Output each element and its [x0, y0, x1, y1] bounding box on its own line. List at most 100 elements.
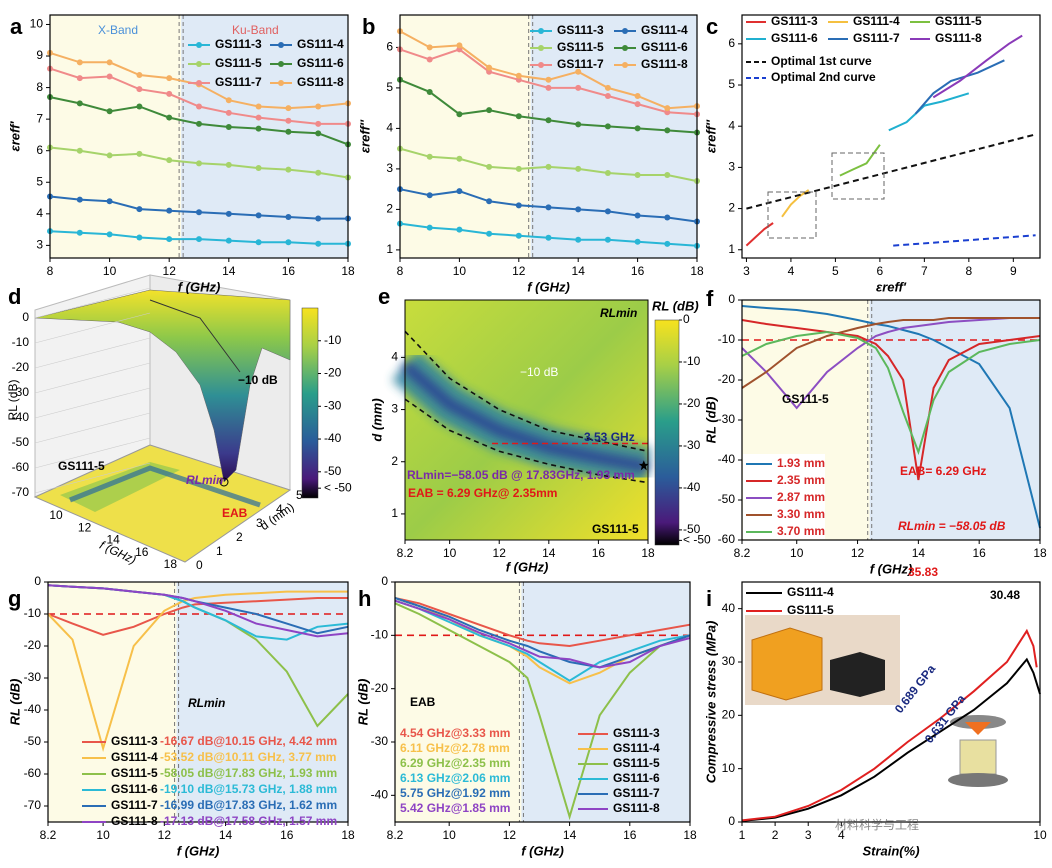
x-tick-label: 16 [135, 545, 149, 559]
data-point [575, 84, 582, 91]
x-tick-label: 1 [739, 828, 746, 842]
data-point [315, 240, 322, 247]
colorbar-tick-label: -10 [324, 333, 342, 347]
legend-label: 2.35 mm [777, 473, 825, 487]
y-tick-label: 4 [391, 350, 398, 364]
y-tick-label: 3 [386, 161, 393, 175]
legend-label: GS111-7 [613, 786, 660, 800]
data-point [486, 230, 493, 237]
x-tick-label: 12 [503, 828, 517, 842]
colorbar-tick-label: -20 [324, 366, 342, 380]
legend-marker [622, 62, 628, 68]
data-point [456, 111, 463, 118]
x-tick-label: 8 [397, 264, 404, 278]
series-line [394, 599, 691, 669]
annotation: GS111-5 [592, 522, 639, 536]
data-point [285, 105, 292, 112]
series-line [47, 584, 349, 638]
y-tick-label: 40 [722, 601, 736, 615]
y-tick-label: 7 [36, 111, 43, 125]
data-point [664, 240, 671, 247]
x-tick-label: 18 [683, 828, 697, 842]
data-point [456, 188, 463, 195]
data-point [634, 171, 641, 178]
panel-letter: i [706, 586, 712, 611]
region [869, 300, 1040, 540]
series-line [741, 317, 1040, 410]
z-tick-label: -20 [12, 360, 30, 374]
x-tick-label: 18 [341, 264, 355, 278]
x-tick-label: 18 [341, 828, 355, 842]
data-point [76, 75, 83, 82]
annotation: EAB= 6.29 GHz [900, 464, 986, 478]
y-tick-label: 5 [386, 80, 393, 94]
y-tick-label: 20 [722, 708, 736, 722]
colorbar-tick-label: -20 [683, 396, 701, 410]
data-point [196, 236, 202, 243]
data-point [136, 86, 143, 93]
series-line [741, 657, 1041, 822]
x-tick-label: 3 [743, 264, 750, 278]
y-axis-label: d (mm) [369, 398, 384, 441]
legend-label: GS111-7 [557, 57, 604, 71]
legend-note: -58.05 dB@17.83 GHz, 1.93 mm [160, 766, 337, 780]
data-point [634, 212, 641, 219]
data-point [634, 238, 641, 245]
data-point [106, 59, 113, 66]
data-point [255, 125, 262, 132]
series-line [741, 628, 1038, 822]
x-tick-label: 4 [788, 264, 795, 278]
colorbar-tick-label: -40 [324, 431, 342, 445]
series-line [394, 602, 691, 821]
data-point [315, 120, 322, 127]
legend-note: -16.99 dB@17.83 GHz, 1.62 mm [160, 798, 337, 812]
y-tick-label: 3 [728, 160, 735, 174]
watermark: 材料科学与工程 [835, 817, 919, 832]
x-tick-label: 14 [572, 264, 586, 278]
annotation: 3.53 GHz [584, 430, 635, 444]
legend-label: GS111-7 [111, 798, 158, 812]
plot-frame [741, 14, 1041, 259]
legend-marker [196, 61, 202, 67]
legend-label: GS111-6 [297, 56, 344, 70]
legend-label: GS111-3 [557, 23, 604, 37]
data-point [225, 210, 232, 217]
data-point [426, 88, 433, 95]
data-point [515, 72, 522, 79]
x-tick-label: 8 [47, 264, 54, 278]
data-point [76, 59, 83, 66]
legend-label: 2.87 mm [777, 490, 825, 504]
data-point [426, 44, 433, 51]
y-tick-label: 4 [386, 121, 393, 135]
legend-label: GS111-4 [641, 23, 688, 37]
x-tick-label: 16 [973, 546, 987, 560]
annotation: X-Band [98, 23, 138, 37]
z-axis-label: RL (dB) [6, 380, 20, 421]
data-point [166, 75, 173, 82]
series-line [839, 144, 881, 177]
plot-frame [49, 14, 349, 259]
data-point [456, 42, 463, 49]
data-point [225, 109, 232, 116]
x-tick-label: 14 [222, 264, 236, 278]
y-tick-label: -20 [718, 372, 736, 386]
y-tick-label: -60 [718, 532, 736, 546]
data-point [196, 209, 202, 216]
data-point [664, 127, 671, 134]
surface-box [33, 274, 292, 563]
z-tick-label: 0 [22, 310, 29, 324]
data-point [76, 147, 83, 154]
y-tick-label: 10 [30, 17, 44, 31]
x-axis-label: f (GHz) [177, 843, 220, 858]
y-tick-label: -40 [24, 702, 42, 716]
y-tick-label: -50 [718, 492, 736, 506]
x-tick-label: 18 [164, 557, 178, 571]
data-point [106, 198, 113, 205]
colorbar-tick-label: < -50 [683, 533, 711, 547]
annotation: EAB [222, 506, 248, 520]
legend-label: 3.30 mm [777, 507, 825, 521]
x-tick-label: 10 [453, 264, 467, 278]
data-point [545, 204, 552, 211]
legend-marker [278, 61, 284, 67]
x-tick-label: 14 [106, 533, 120, 547]
